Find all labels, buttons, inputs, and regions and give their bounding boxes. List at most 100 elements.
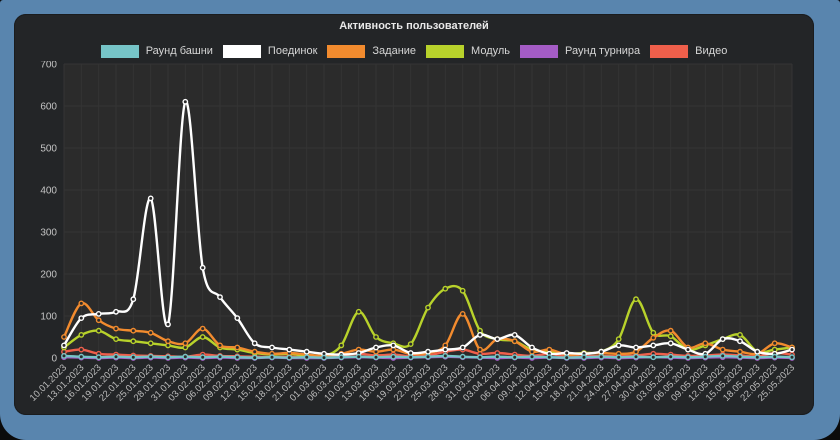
data-point-marker <box>633 296 639 303</box>
data-point-marker <box>251 354 258 361</box>
data-point-marker <box>667 353 674 360</box>
data-point-marker <box>113 336 119 342</box>
legend-swatch <box>650 44 689 58</box>
data-point-marker <box>217 353 223 360</box>
y-axis-tick-label: 100 <box>40 312 57 323</box>
data-point-marker <box>702 340 709 347</box>
data-point-marker <box>477 346 483 353</box>
data-point-marker <box>130 338 137 345</box>
data-point-marker <box>615 342 622 349</box>
data-point-marker <box>737 353 743 360</box>
data-point-marker <box>78 315 85 322</box>
data-point-marker <box>442 285 449 292</box>
data-point-marker <box>477 354 483 361</box>
data-point-marker <box>633 344 639 351</box>
data-point-marker <box>199 325 206 332</box>
data-point-marker <box>355 308 362 315</box>
legend-item[interactable]: Раунд башни <box>100 44 213 58</box>
data-point-marker <box>754 348 761 355</box>
data-point-marker <box>61 342 67 349</box>
data-point-marker <box>251 348 258 355</box>
legend-item[interactable]: Поединок <box>222 44 317 58</box>
data-point-marker <box>737 348 743 355</box>
plot-area: 010020030040050060070010.01.202313.01.20… <box>28 61 797 404</box>
data-point-marker <box>546 354 553 361</box>
data-point-marker <box>113 353 119 360</box>
data-point-marker <box>269 354 275 361</box>
data-point-marker <box>130 327 137 334</box>
data-point-marker <box>61 352 67 359</box>
data-point-marker <box>407 354 414 361</box>
data-point-marker <box>286 354 293 361</box>
y-axis-tick-label: 300 <box>40 228 57 239</box>
data-point-marker <box>633 353 639 360</box>
data-point-marker <box>373 344 379 351</box>
data-point-marker <box>95 327 102 334</box>
data-point-marker <box>182 98 189 105</box>
legend-item[interactable]: Раунд турнира <box>520 44 640 58</box>
chart-title: Активность пользователей <box>339 20 489 32</box>
data-point-marker <box>425 353 431 360</box>
data-point-marker <box>667 333 674 340</box>
y-axis-tick-label: 400 <box>40 186 57 197</box>
data-point-marker <box>321 354 327 361</box>
legend-item[interactable]: Задание <box>327 44 416 58</box>
data-point-marker <box>95 310 102 317</box>
data-point-marker <box>615 354 622 361</box>
y-axis-tick-label: 500 <box>40 144 57 155</box>
y-axis-tick-label: 200 <box>40 270 57 281</box>
data-point-marker <box>719 352 726 359</box>
data-point-marker <box>442 352 449 359</box>
data-point-marker <box>511 354 518 361</box>
data-point-marker <box>251 340 258 347</box>
data-point-marker <box>130 296 137 303</box>
data-point-marker <box>737 331 743 338</box>
data-point-marker <box>113 325 119 332</box>
legend-label: Раунд башни <box>145 45 213 57</box>
data-point-marker <box>459 310 466 317</box>
data-point-marker <box>459 287 466 294</box>
data-point-marker <box>789 354 795 361</box>
data-point-marker <box>217 294 223 301</box>
data-point-marker <box>165 338 171 345</box>
data-point-marker <box>165 321 171 328</box>
data-point-marker <box>199 354 206 361</box>
data-point-marker <box>425 304 431 311</box>
data-point-marker <box>581 354 587 361</box>
data-point-marker <box>650 354 657 361</box>
data-point-marker <box>771 353 778 360</box>
legend-swatch <box>426 44 465 58</box>
data-point-marker <box>234 315 241 322</box>
data-point-marker <box>650 334 657 341</box>
data-point-marker <box>425 348 431 355</box>
data-point-marker <box>598 348 605 355</box>
data-point-marker <box>494 353 501 360</box>
data-point-marker <box>442 346 449 353</box>
data-point-marker <box>650 342 657 349</box>
y-axis-tick-label: 600 <box>40 102 57 113</box>
legend-swatch <box>327 44 366 58</box>
data-point-marker <box>199 334 206 340</box>
data-point-marker <box>147 195 154 202</box>
data-point-marker <box>286 346 293 353</box>
legend-item[interactable]: Модуль <box>426 44 510 58</box>
data-point-marker <box>771 340 778 347</box>
data-point-marker <box>650 329 657 336</box>
data-point-marker <box>737 338 743 345</box>
data-point-marker <box>494 336 501 342</box>
data-point-marker <box>529 353 535 360</box>
data-point-marker <box>61 334 67 340</box>
data-point-marker <box>130 354 137 361</box>
data-point-marker <box>113 308 119 315</box>
data-point-marker <box>95 354 102 361</box>
data-point-marker <box>667 340 674 347</box>
data-point-marker <box>563 354 570 361</box>
data-point-marker <box>789 346 795 353</box>
data-point-marker <box>373 334 379 340</box>
data-point-marker <box>234 354 241 361</box>
data-point-marker <box>667 327 674 334</box>
legend-item[interactable]: Видео <box>650 44 727 58</box>
data-point-marker <box>754 354 761 361</box>
legend: Раунд башни Поединок Задание Модуль Раунд ту… <box>14 41 814 61</box>
